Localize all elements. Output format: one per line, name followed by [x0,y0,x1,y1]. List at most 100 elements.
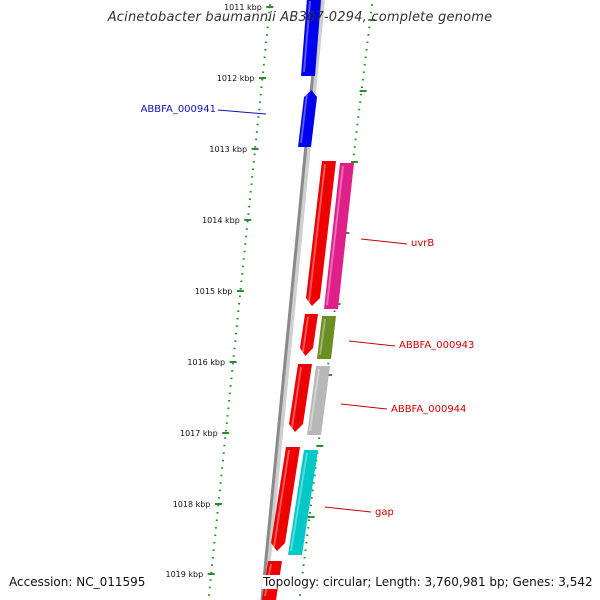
ruler-dot [231,362,234,365]
ruler-dot [263,56,266,59]
ruler-dot [208,594,210,596]
ruler-dot [354,138,357,141]
ruler-dot [318,437,321,439]
ruler-dot [310,497,313,499]
ruler-label: 1012 kbp [217,74,255,83]
major-tick-inner [236,290,244,292]
ruler-dot [313,474,316,477]
cds-red-4-shape [271,447,300,551]
ruler-dot [249,190,252,193]
ruler-dot [227,407,230,410]
ruler-dot [234,340,237,342]
ruler-dot [245,228,248,230]
ruler-dot [243,250,246,253]
feature-uvrB-highlight [326,166,344,305]
cds-red-1-highlight [308,164,326,302]
major-tick-outer [359,90,367,92]
ruler-dot [214,534,217,537]
ruler-dot [371,4,373,6]
ruler-dot [222,452,225,454]
cds-abbfa-000941-shape [298,90,317,147]
ruler-dot [256,123,259,126]
ruler-dot [333,310,336,312]
ruler-dot [221,467,224,469]
ruler-dot [255,138,258,141]
ruler-dot [363,63,366,66]
ruler-dot [211,564,214,566]
ruler-dot [361,86,363,88]
ruler-dot [223,444,226,447]
cds-red-2 [300,314,318,356]
ruler-dot [262,63,265,66]
ruler-dot [213,541,216,544]
feature-leader-line [324,506,372,513]
ruler-dot [355,131,358,133]
ruler-dot [248,198,251,200]
ruler-label: 1019 kbp [165,570,203,579]
ruler-dot [254,146,257,148]
ruler-dot [360,93,363,96]
ruler-dot [238,295,241,298]
feature-leader-line [348,340,396,347]
ruler-dot [216,512,219,514]
cds-red-2-highlight [302,317,309,352]
ruler-dot [212,549,215,551]
ruler-dot [228,400,231,402]
ruler-dot [308,519,311,522]
ruler-dot [370,11,373,14]
ruler-label: 1017 kbp [180,429,218,438]
ruler-dot [260,86,263,88]
major-tick-inner [207,573,215,575]
ruler-dot [252,161,255,163]
ruler-dot [235,325,238,327]
ruler-dot [211,556,214,559]
cds-abbfa-000941-highlight [300,93,308,143]
ruler-dot [267,19,270,21]
ruler-dot [236,317,239,320]
ruler-dot [255,131,258,133]
feature-label: gap [375,507,394,518]
ruler-dot [302,564,305,566]
feature-label: ABBFA_000941 [141,104,216,115]
cds-red-1 [306,161,336,306]
ruler-dot [248,205,251,208]
ruler-dot [262,71,265,73]
feature-abbfa-000943-highlight [319,319,326,355]
ruler-dot [232,355,235,357]
ruler-dot [327,362,330,365]
ruler-dot [259,101,261,103]
major-tick-inner [266,6,274,8]
ruler-dot [226,415,229,417]
cds-red-2-shape [300,314,318,356]
map-title: Acinetobacter baumannii AB307-0294, comp… [107,10,493,25]
ruler-label: 1011 kbp [224,3,262,12]
ruler-label: 1015 kbp [195,287,233,296]
ruler-dot [210,571,213,574]
ruler-dot [309,512,311,514]
ruler-dot [259,93,262,96]
ruler-dot [257,116,260,118]
feature-abbfa-000943-shape [317,316,336,359]
ruler-dot [242,258,245,260]
major-tick-outer [368,19,376,21]
ruler-dot [253,153,256,156]
major-tick-outer [350,161,358,163]
ruler-dot [265,34,268,36]
ruler-dot [228,392,231,395]
major-tick-outer [316,445,324,447]
ruler-dot [252,168,254,171]
ruler-dot [362,71,365,73]
ruler-label: 1013 kbp [209,145,247,154]
ruler-dot [306,534,309,537]
feature-leader-line [340,403,388,410]
ruler-dot [312,482,315,484]
feature-leader-line [360,238,408,245]
ruler-dot [240,280,243,283]
ruler-dot [261,78,264,81]
ruler-dot [265,41,268,44]
ruler-dot [215,519,218,522]
ruler-dot [233,347,236,350]
ruler-label: 1014 kbp [202,216,240,225]
ruler-dot [311,489,314,492]
ruler-dot [353,146,356,148]
